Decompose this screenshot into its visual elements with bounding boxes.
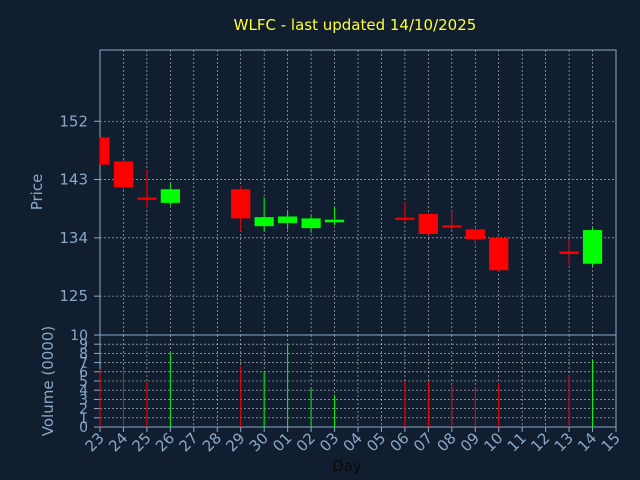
volume-tick-label: 4 xyxy=(79,383,88,399)
grid-lines xyxy=(94,49,617,432)
price-tick-label: 152 xyxy=(59,112,88,130)
candle xyxy=(418,213,438,236)
candle xyxy=(231,186,251,232)
candle-body xyxy=(160,189,180,203)
x-tick-label: 06 xyxy=(387,429,413,455)
x-tick-label: 28 xyxy=(199,429,225,455)
x-tick-label: 08 xyxy=(433,429,459,455)
volume-tick-label: 0 xyxy=(79,420,88,436)
candle xyxy=(465,228,485,245)
volume-tick-label: 1 xyxy=(79,411,88,427)
candle-body xyxy=(418,213,438,234)
candle-body xyxy=(582,230,603,264)
x-tick-label: 24 xyxy=(105,429,131,455)
candle-body xyxy=(324,219,345,223)
candle xyxy=(137,169,157,209)
volume-tick-label: 7 xyxy=(79,356,88,372)
candle xyxy=(99,137,110,165)
x-tick-label: 07 xyxy=(410,429,436,455)
volume-tick-label: 3 xyxy=(79,392,88,408)
volume-tick-label: 6 xyxy=(79,365,88,381)
price-tick-label: 125 xyxy=(59,287,88,305)
candle-body xyxy=(100,137,110,165)
candle-body xyxy=(301,218,321,229)
candle-body xyxy=(254,217,274,227)
x-axis-title: Day xyxy=(332,457,362,475)
chart-marks xyxy=(99,137,603,427)
x-tick-label: 26 xyxy=(152,429,178,455)
candle-body xyxy=(231,189,251,219)
x-tick-label: 25 xyxy=(129,429,155,455)
volume-axis-title: Volume (0000) xyxy=(39,326,57,436)
x-tick-label: 02 xyxy=(293,429,319,455)
x-tick-label: 13 xyxy=(551,429,577,455)
volume-tick-label: 5 xyxy=(79,374,88,390)
x-tick-label: 30 xyxy=(246,429,272,455)
candle-body xyxy=(489,237,509,271)
x-tick-label: 14 xyxy=(574,429,600,455)
x-tick-label: 11 xyxy=(504,429,530,455)
price-tick-label: 143 xyxy=(59,171,88,189)
volume-tick-label: 2 xyxy=(79,402,88,418)
x-tick-label: 27 xyxy=(175,429,201,455)
x-tick-label: 29 xyxy=(222,429,248,455)
chart-title: WLFC - last updated 14/10/2025 xyxy=(234,16,477,34)
candle-body xyxy=(559,251,579,255)
volume-tick-label: 8 xyxy=(79,346,88,362)
x-tick-label: 05 xyxy=(363,429,389,455)
candle xyxy=(489,237,509,272)
candle xyxy=(278,210,298,230)
candle-body xyxy=(465,229,485,240)
x-tick-label: 10 xyxy=(480,429,506,455)
candle-body xyxy=(395,217,415,220)
price-axis-title: Price xyxy=(28,174,46,211)
x-tick-label: 01 xyxy=(269,429,295,455)
candle-body xyxy=(442,225,462,228)
candle xyxy=(442,210,462,231)
x-tick-label: 15 xyxy=(598,429,624,455)
candle-body xyxy=(278,216,298,223)
x-tick-label: 12 xyxy=(527,429,553,455)
axis-labels: 1251341431520123456789102324252627282930… xyxy=(59,112,623,455)
candle xyxy=(113,160,134,190)
volume-tick-label: 9 xyxy=(79,337,88,353)
x-tick-label: 04 xyxy=(340,429,366,455)
candle xyxy=(559,239,579,266)
x-tick-label: 09 xyxy=(457,429,483,455)
candle-body xyxy=(113,161,134,188)
price-tick-label: 134 xyxy=(59,229,88,247)
candle-body xyxy=(137,197,157,200)
candle xyxy=(582,227,603,267)
candle xyxy=(301,215,321,233)
volume-tick-label: 10 xyxy=(70,328,88,344)
candle xyxy=(254,197,274,232)
candle xyxy=(395,202,415,223)
x-tick-label: 03 xyxy=(316,429,342,455)
candle xyxy=(324,206,345,225)
candle xyxy=(160,182,180,206)
